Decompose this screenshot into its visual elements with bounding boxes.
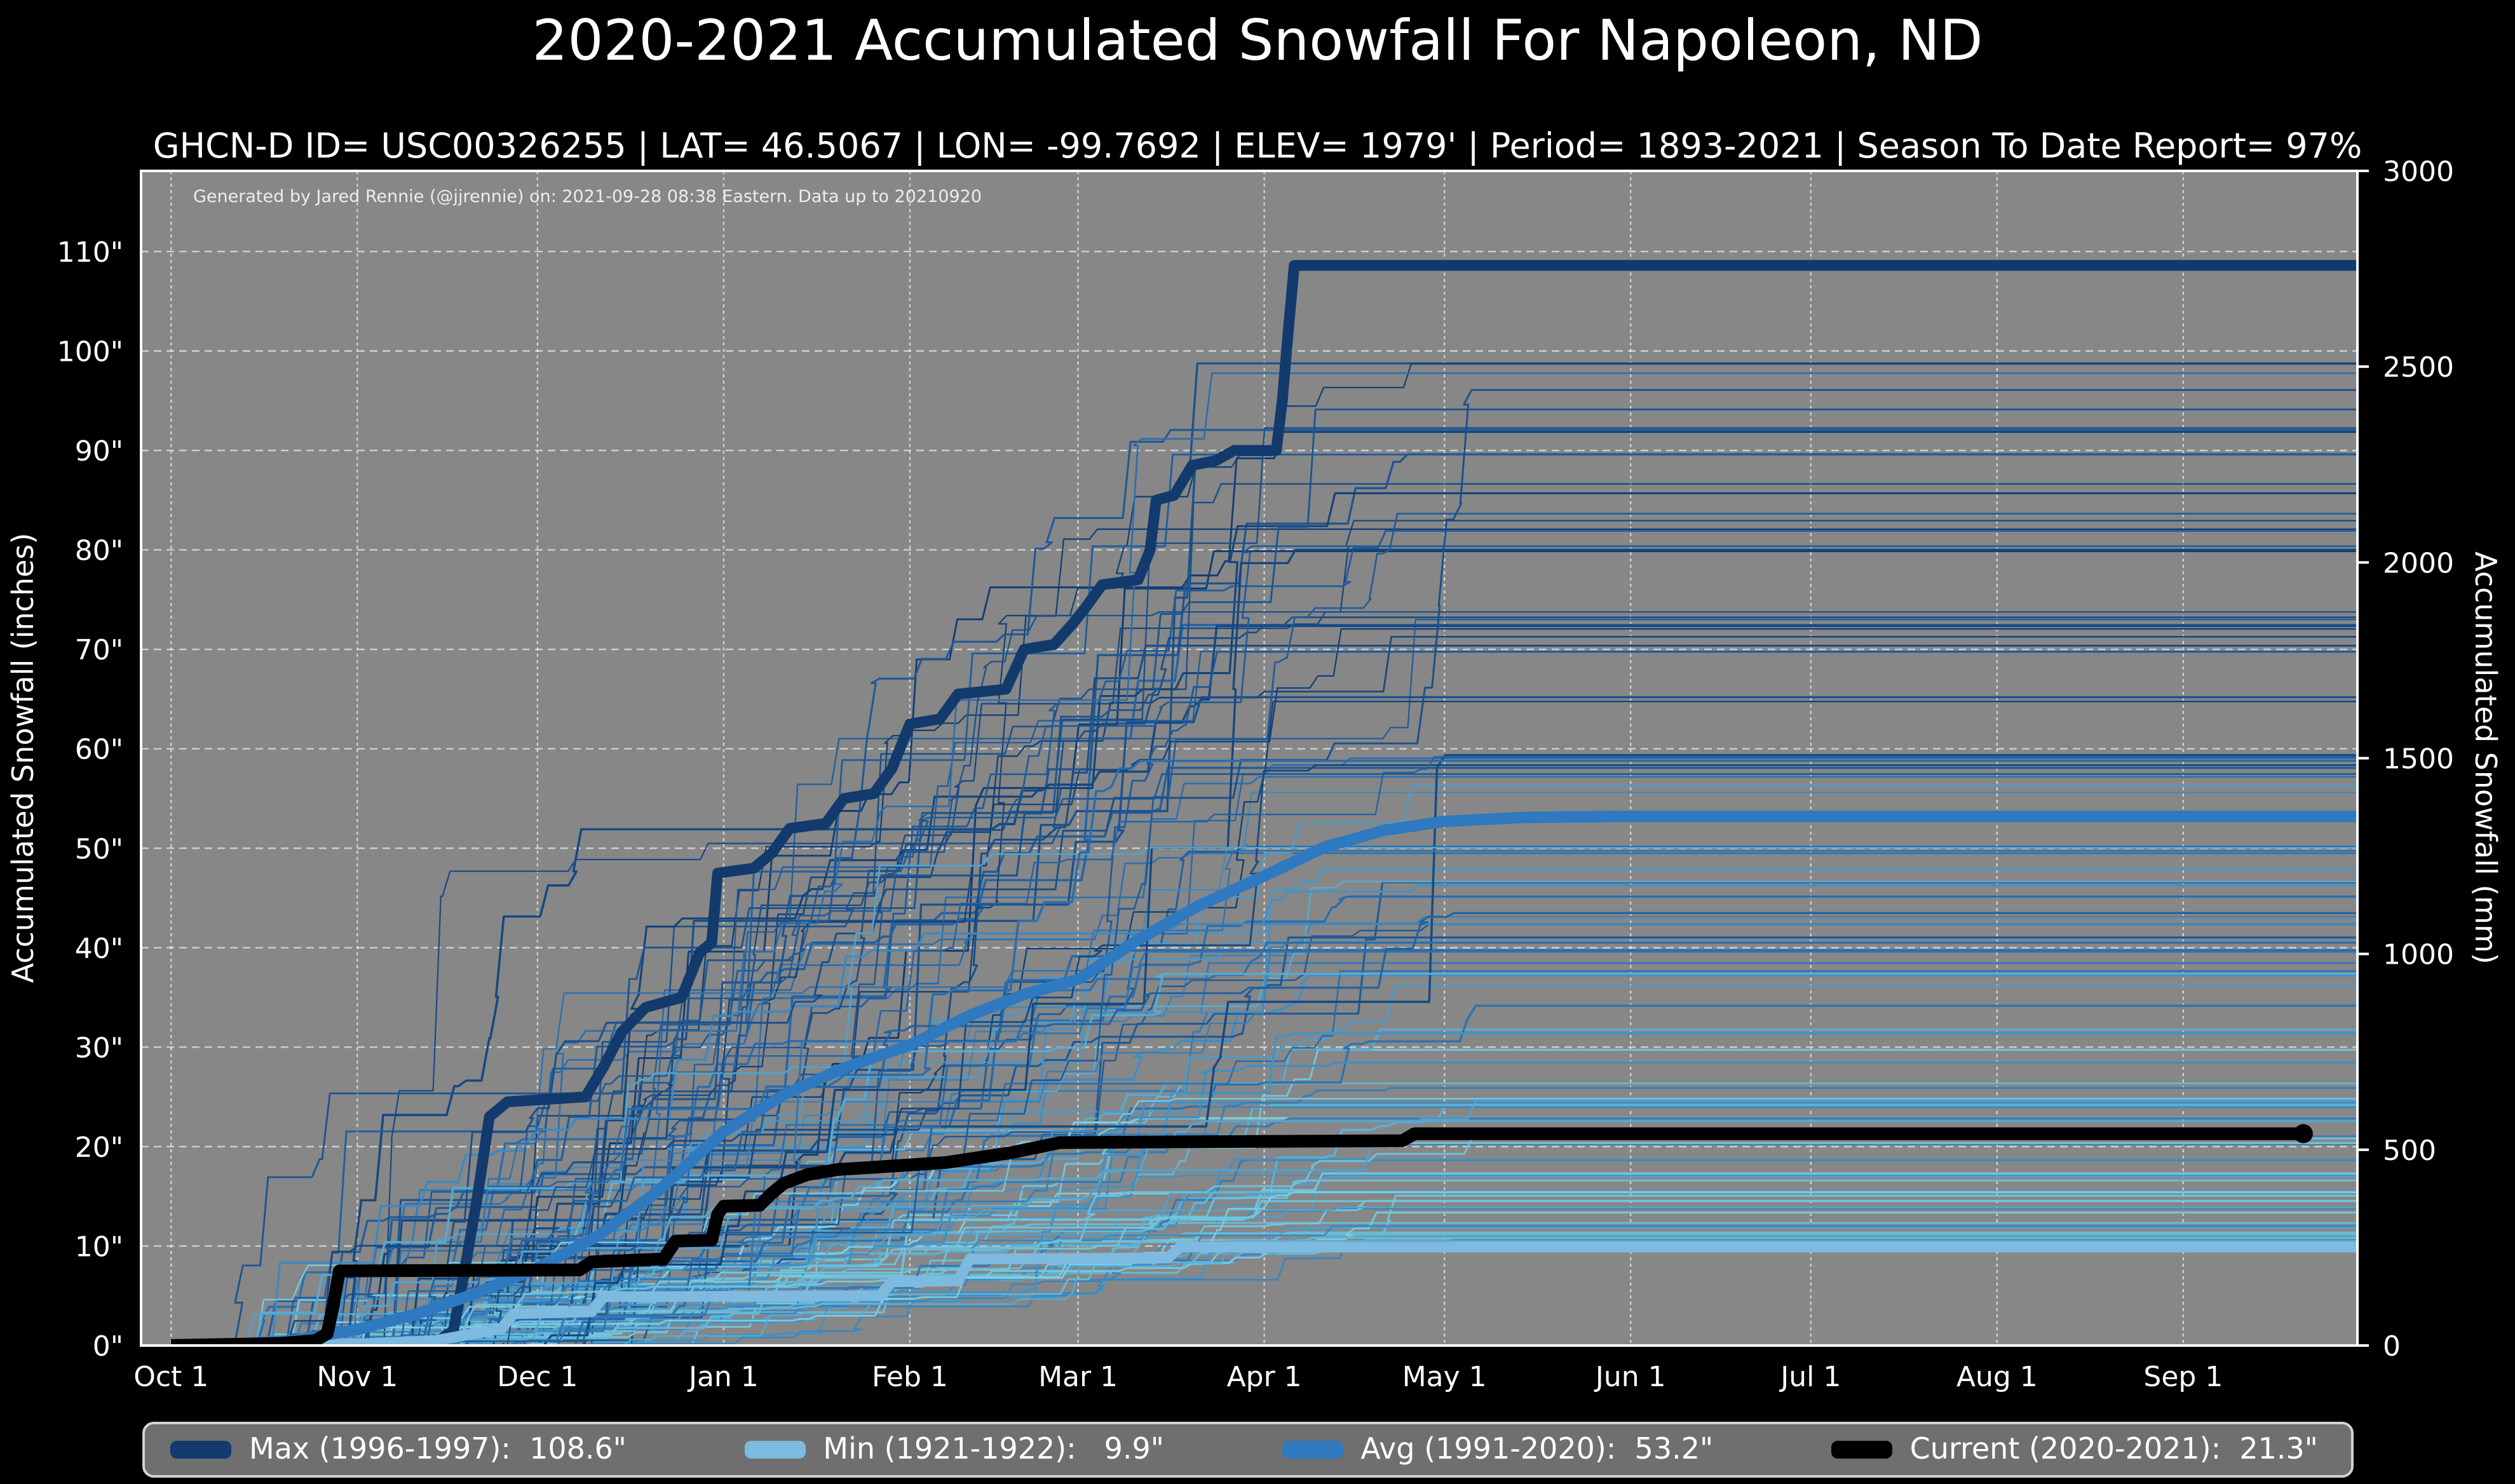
y-left-tick-label: 70" [75, 634, 123, 666]
ensemble-season-line [209, 389, 2357, 1346]
ensemble-season-line [416, 1200, 2357, 1346]
y-right-tick-label: 1000 [2383, 939, 2454, 971]
ensemble-season-line [475, 611, 2357, 1346]
y-left-tick-label: 80" [75, 535, 123, 567]
x-tick-label: Nov 1 [316, 1361, 398, 1393]
ensemble-season-line [431, 1158, 2357, 1346]
legend-swatch-max [170, 1441, 231, 1459]
ensemble-season-line [245, 767, 2357, 1346]
x-tick-label: May 1 [1402, 1361, 1487, 1393]
ensemble-season-line [254, 1103, 2357, 1346]
y-left-tick-label: 20" [75, 1131, 123, 1164]
ensemble-season-line [207, 912, 2357, 1346]
x-tick-label: Apr 1 [1227, 1361, 1302, 1393]
x-tick-label: Mar 1 [1038, 1361, 1118, 1393]
ensemble-season-line [203, 846, 2357, 1346]
ensemble-season-line [377, 785, 2357, 1346]
y-left-tick-label: 0" [93, 1330, 123, 1363]
legend-label-current: Current (2020-2021): 21.3" [1909, 1433, 2318, 1466]
y-right-tick-label: 2500 [2383, 351, 2454, 384]
ensemble-season-line [275, 528, 2357, 1346]
x-tick-label: Jun 1 [1594, 1361, 1666, 1393]
chart-title: 2020-2021 Accumulated Snowfall For Napol… [532, 9, 1983, 74]
series-avg [171, 811, 2357, 1346]
y-right-tick-label: 3000 [2383, 156, 2454, 188]
y-right-tick-label: 2000 [2383, 547, 2454, 579]
ensemble-season-line [241, 624, 2357, 1346]
ensemble-season-line [485, 651, 2357, 1346]
ensemble-season-line [390, 1137, 2357, 1346]
x-tick-label: Oct 1 [133, 1361, 208, 1393]
x-tick-label: Jul 1 [1779, 1361, 1841, 1393]
ensemble-season-line [487, 1225, 2357, 1346]
x-tick-label: Sep 1 [2143, 1361, 2223, 1393]
y-right-tick-label: 0 [2383, 1330, 2401, 1363]
legend-item-current: Current (2020-2021): 21.3" [1831, 1433, 2318, 1466]
ensemble-season-line [447, 1240, 2357, 1346]
ensemble-season-line [241, 922, 2357, 1346]
ensemble-season-line [285, 1061, 2357, 1346]
legend-label-max: Max (1996-1997): 108.6" [249, 1433, 627, 1466]
ensemble-season-line [254, 950, 2357, 1346]
y-left-tick-label: 90" [75, 435, 123, 468]
legend: Max (1996-1997): 108.6" Min (1921-1922): … [142, 1422, 2354, 1478]
ensemble-season-line [362, 941, 2357, 1346]
legend-swatch-min [744, 1441, 806, 1459]
y-axis-label-inches: Accumulated Snowfall (inches) [8, 532, 41, 983]
y-left-tick-label: 100" [57, 336, 123, 368]
legend-item-avg: Avg (1991-2020): 53.2" [1282, 1433, 1713, 1466]
y-right-tick-label: 1500 [2383, 743, 2454, 776]
series-max [171, 260, 2357, 1346]
ensemble-season-line [234, 764, 2357, 1346]
ensemble-season-line [386, 513, 2357, 1346]
ensemble-season-line [482, 884, 2357, 1346]
series-layer [171, 260, 2357, 1346]
current-endpoint-dot [2293, 1124, 2313, 1143]
y-left-tick-label: 30" [75, 1032, 123, 1064]
ensemble-season-line [349, 427, 2357, 1346]
x-tick-label: Jan 1 [687, 1361, 759, 1393]
legend-item-max: Max (1996-1997): 108.6" [170, 1433, 627, 1466]
legend-swatch-current [1831, 1441, 1892, 1459]
ensemble-season-line [312, 852, 2357, 1346]
x-tick-label: Aug 1 [1956, 1361, 2038, 1393]
ensemble-season-line [332, 545, 2357, 1346]
series-min [171, 1241, 2357, 1346]
y-left-tick-label: 40" [75, 933, 123, 965]
ensemble-season-line [430, 1049, 2357, 1346]
ensemble-season-line [391, 548, 2357, 1346]
ensemble-season-line [418, 1142, 2357, 1346]
x-tick-label: Feb 1 [872, 1361, 948, 1393]
y-right-tick-label: 500 [2383, 1135, 2436, 1167]
y-left-tick-label: 60" [75, 734, 123, 766]
ensemble-season-line [449, 628, 2357, 1346]
ensemble-season-line [360, 756, 2357, 1346]
ensemble-season-line [477, 520, 2357, 1346]
legend-label-min: Min (1921-1922): 9.9" [823, 1433, 1164, 1466]
station-subtitle: GHCN-D ID= USC00326255 | LAT= 46.5067 | … [153, 127, 2362, 166]
ensemble-season-line [378, 1179, 2357, 1346]
y-left-tick-label: 110" [57, 236, 123, 269]
legend-item-min: Min (1921-1922): 9.9" [744, 1433, 1164, 1466]
y-axis-label-mm: Accumulated Snowfall (mm) [2468, 551, 2501, 964]
x-tick-label: Dec 1 [497, 1361, 578, 1393]
ensemble-season-line [231, 1191, 2357, 1346]
y-left-tick-label: 10" [75, 1231, 123, 1263]
legend-swatch-avg [1282, 1441, 1343, 1459]
legend-label-avg: Avg (1991-2020): 53.2" [1360, 1433, 1714, 1466]
y-left-tick-label: 50" [75, 833, 123, 865]
series-current [171, 1127, 2303, 1346]
credit-annotation: Generated by Jared Rennie (@jjrennie) on… [193, 187, 982, 207]
